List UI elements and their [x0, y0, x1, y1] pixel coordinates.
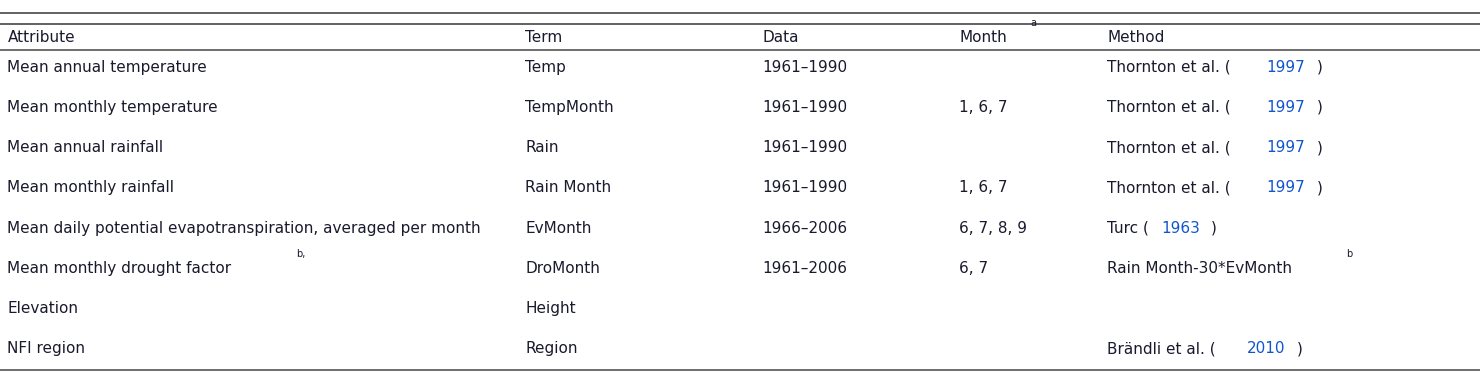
Text: Mean daily potential evapotranspiration, averaged per month: Mean daily potential evapotranspiration,…	[7, 220, 481, 236]
Text: EvMonth: EvMonth	[525, 220, 592, 236]
Text: Thornton et al. (: Thornton et al. (	[1107, 180, 1231, 195]
Text: 6, 7, 8, 9: 6, 7, 8, 9	[959, 220, 1027, 236]
Text: Method: Method	[1107, 30, 1165, 45]
Text: Month: Month	[959, 30, 1006, 45]
Text: 1966–2006: 1966–2006	[762, 220, 848, 236]
Text: ): )	[1211, 220, 1217, 236]
Text: Mean monthly rainfall: Mean monthly rainfall	[7, 180, 175, 195]
Text: a: a	[1030, 18, 1036, 28]
Text: Mean annual rainfall: Mean annual rainfall	[7, 140, 163, 155]
Text: 1961–1990: 1961–1990	[762, 60, 848, 75]
Text: Elevation: Elevation	[7, 301, 78, 316]
Text: Height: Height	[525, 301, 576, 316]
Text: Turc (: Turc (	[1107, 220, 1148, 236]
Text: Thornton et al. (: Thornton et al. (	[1107, 60, 1231, 75]
Text: 6, 7: 6, 7	[959, 261, 989, 276]
Text: ): )	[1317, 140, 1323, 155]
Text: 1961–2006: 1961–2006	[762, 261, 847, 276]
Text: Rain: Rain	[525, 140, 559, 155]
Text: 1997: 1997	[1267, 140, 1305, 155]
Text: Brändli et al. (: Brändli et al. (	[1107, 341, 1215, 356]
Text: ): )	[1317, 100, 1323, 115]
Text: Data: Data	[762, 30, 799, 45]
Text: Mean monthly drought factor: Mean monthly drought factor	[7, 261, 231, 276]
Text: Thornton et al. (: Thornton et al. (	[1107, 100, 1231, 115]
Text: ): )	[1317, 60, 1323, 75]
Text: TempMonth: TempMonth	[525, 100, 614, 115]
Text: Rain Month: Rain Month	[525, 180, 611, 195]
Text: Mean annual temperature: Mean annual temperature	[7, 60, 207, 75]
Text: b: b	[1345, 249, 1353, 259]
Text: Rain Month-30*EvMonth: Rain Month-30*EvMonth	[1107, 261, 1292, 276]
Text: ): )	[1317, 180, 1323, 195]
Text: 1997: 1997	[1267, 100, 1305, 115]
Text: NFI region: NFI region	[7, 341, 86, 356]
Text: 2010: 2010	[1248, 341, 1286, 356]
Text: b,: b,	[296, 249, 306, 259]
Text: 1, 6, 7: 1, 6, 7	[959, 100, 1008, 115]
Text: 1961–1990: 1961–1990	[762, 140, 848, 155]
Text: 1, 6, 7: 1, 6, 7	[959, 180, 1008, 195]
Text: 1961–1990: 1961–1990	[762, 100, 848, 115]
Text: 1997: 1997	[1267, 60, 1305, 75]
Text: 1961–1990: 1961–1990	[762, 180, 848, 195]
Text: Mean monthly temperature: Mean monthly temperature	[7, 100, 218, 115]
Text: Thornton et al. (: Thornton et al. (	[1107, 140, 1231, 155]
Text: Region: Region	[525, 341, 577, 356]
Text: Temp: Temp	[525, 60, 567, 75]
Text: Term: Term	[525, 30, 562, 45]
Text: ): )	[1296, 341, 1302, 356]
Text: 1963: 1963	[1162, 220, 1200, 236]
Text: DroMonth: DroMonth	[525, 261, 601, 276]
Text: 1997: 1997	[1267, 180, 1305, 195]
Text: Attribute: Attribute	[7, 30, 75, 45]
